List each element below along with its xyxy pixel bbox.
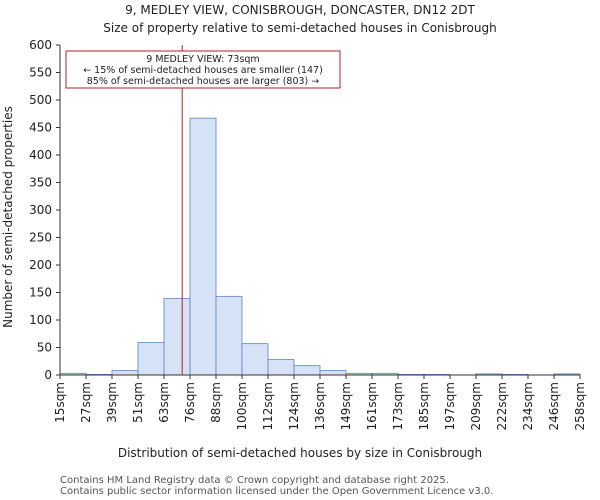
x-tick-label: 234sqm [521, 382, 535, 430]
histogram-bar [189, 117, 217, 376]
x-tick-label: 136sqm [313, 382, 327, 430]
x-tick-label: 124sqm [287, 382, 301, 430]
y-tick-label: 400 [29, 148, 52, 162]
x-tick-label: 246sqm [547, 382, 561, 430]
property-marker: 9 MEDLEY VIEW: 73sqm← 15% of semi-detach… [65, 45, 341, 375]
x-tick-label: 161sqm [365, 382, 379, 430]
y-tick-label: 600 [29, 38, 52, 52]
y-tick-label: 100 [29, 313, 52, 327]
x-tick-label: 222sqm [495, 382, 509, 430]
y-axis-label: Number of semi-detached properties [1, 106, 15, 328]
annotation-text: ← 15% of semi-detached houses are smalle… [83, 65, 323, 76]
y-tick-label: 200 [29, 258, 52, 272]
histogram-bar [241, 343, 269, 376]
x-tick-label: 27sqm [79, 382, 93, 423]
x-tick-label: 39sqm [105, 382, 119, 423]
x-tick-label: 209sqm [469, 382, 483, 430]
axes: 0 50 100 150 200 250 300 350 400 450 500 550 600 15sq… [29, 38, 587, 430]
x-tick-label: 88sqm [209, 382, 223, 423]
y-tick-label: 500 [29, 93, 52, 107]
x-tick-label: 100sqm [235, 382, 249, 430]
x-tick-label: 112sqm [261, 382, 275, 430]
annotation-box [65, 50, 341, 89]
chart-title-line2: Size of property relative to semi-detach… [103, 21, 496, 35]
histogram-bar [293, 365, 321, 376]
x-tick-label: 63sqm [157, 382, 171, 423]
x-tick-label: 15sqm [53, 382, 67, 423]
y-tick-label: 150 [29, 286, 52, 300]
x-tick-label: 149sqm [339, 382, 353, 430]
histogram-bar [215, 295, 243, 376]
histogram-bar [137, 342, 165, 376]
x-tick-label: 76sqm [183, 382, 197, 423]
x-tick-label: 197sqm [443, 382, 457, 430]
y-tick-label: 50 [37, 341, 52, 355]
y-tick-label: 250 [29, 231, 52, 245]
y-tick-label: 0 [44, 368, 52, 382]
y-tick-label: 350 [29, 176, 52, 190]
x-tick-label: 51sqm [131, 382, 145, 423]
y-tick-label: 550 [29, 66, 52, 80]
footer-line1: Contains HM Land Registry data © Crown c… [60, 475, 449, 486]
histogram-bar [111, 370, 139, 376]
bar-series [59, 117, 581, 376]
y-tick-label: 450 [29, 121, 52, 135]
x-axis-label: Distribution of semi-detached houses by … [118, 446, 482, 460]
chart-title-line1: 9, MEDLEY VIEW, CONISBROUGH, DONCASTER, … [125, 3, 475, 17]
y-tick-label: 300 [29, 203, 52, 217]
footer-line2: Contains public sector information licen… [60, 486, 493, 497]
x-tick-label: 185sqm [417, 382, 431, 430]
histogram-bar [319, 370, 347, 376]
x-tick-label: 258sqm [573, 382, 587, 430]
x-tick-label: 173sqm [391, 382, 405, 430]
annotation-text: 9 MEDLEY VIEW: 73sqm [146, 54, 259, 65]
annotation-text: 85% of semi-detached houses are larger (… [87, 76, 320, 87]
histogram-bar [267, 359, 295, 376]
histogram-bar [163, 298, 191, 376]
